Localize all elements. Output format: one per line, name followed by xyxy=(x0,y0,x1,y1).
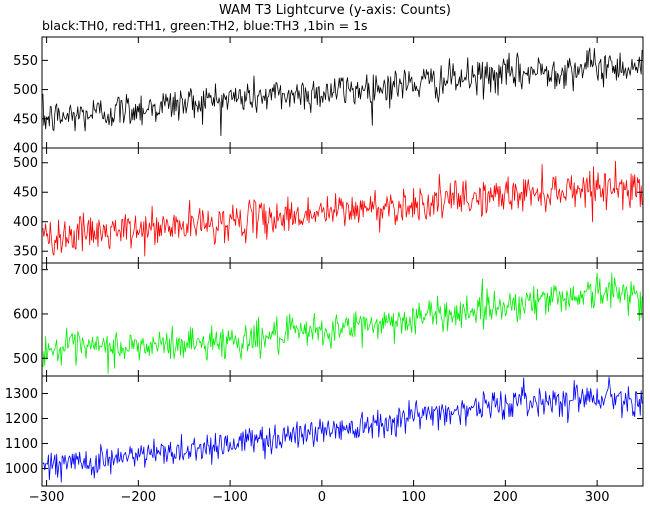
y-tick-label: 1200 xyxy=(5,412,38,427)
y-tick-label: 450 xyxy=(13,112,38,127)
series-line-th0 xyxy=(42,47,643,137)
panel-th1: 350 400 450 500 xyxy=(13,147,644,264)
y-tick-label: 1100 xyxy=(5,437,38,452)
y-tick-label: 550 xyxy=(13,54,38,69)
y-tick-label: 450 xyxy=(13,186,38,201)
x-tick-label: −300 xyxy=(29,490,65,505)
chart-title: WAM T3 Lightcurve (y-axis: Counts) xyxy=(219,3,451,18)
y-tick-label: 500 xyxy=(13,83,38,98)
x-axis: −300 −200 −100 0 100 200 300 xyxy=(29,490,610,505)
y-tick-label: 1000 xyxy=(5,462,38,477)
y-tick-label: 1300 xyxy=(5,387,38,402)
x-tick-label: 300 xyxy=(585,490,610,505)
x-tick-label: −200 xyxy=(120,490,156,505)
y-tick-label: 500 xyxy=(13,352,38,367)
y-tick-label: 700 xyxy=(13,263,38,278)
chart-subtitle: black:TH0, red:TH1, green:TH2, blue:TH3 … xyxy=(42,18,368,33)
series-line-th2 xyxy=(42,272,643,374)
panel-th2: 500 600 700 xyxy=(13,262,644,377)
x-tick-label: −100 xyxy=(212,490,248,505)
panel-th0: 400 450 500 550 xyxy=(13,36,644,157)
panel-th3: 1000 1100 1200 1300 xyxy=(5,375,644,487)
series-line-th3 xyxy=(42,376,643,483)
y-tick-label: 350 xyxy=(13,245,38,260)
panel-stack: 400 450 500 550 350 400 450 500 500 600 700 1000 110… xyxy=(5,36,644,487)
y-tick-label: 400 xyxy=(13,142,38,157)
series-line-th1 xyxy=(42,160,643,257)
y-tick-label: 400 xyxy=(13,215,38,230)
x-tick-label: 0 xyxy=(318,490,326,505)
y-tick-label: 500 xyxy=(13,156,38,171)
panel-frame xyxy=(41,36,644,149)
x-tick-label: 100 xyxy=(401,490,426,505)
panel-frame xyxy=(41,375,644,487)
panel-frame xyxy=(41,262,644,377)
x-tick-label: 200 xyxy=(493,490,518,505)
y-tick-label: 600 xyxy=(13,307,38,322)
